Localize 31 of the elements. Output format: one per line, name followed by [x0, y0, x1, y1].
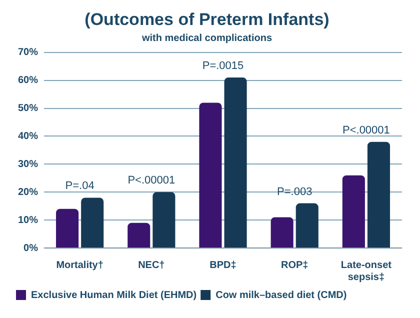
- bar: [81, 198, 104, 248]
- bar: [270, 217, 294, 248]
- bar: [56, 208, 79, 248]
- y-tick-label: 30%: [18, 158, 38, 170]
- bar: [342, 175, 365, 248]
- x-tick-label: ROP‡: [280, 260, 308, 271]
- chart-subtitle: with medical complications: [140, 33, 272, 44]
- annotation: P=.04: [65, 180, 94, 192]
- y-tick-label: 10%: [18, 214, 38, 226]
- bar: [199, 102, 222, 248]
- x-tick-label: NEC†: [138, 260, 165, 271]
- annotation: P<.00001: [342, 124, 390, 136]
- bar: [152, 192, 176, 248]
- bar: [224, 78, 247, 248]
- annotation: P<.00001: [128, 174, 176, 187]
- x-tick-label: Late-onset sepsis‡: [340, 260, 392, 283]
- y-tick-label: 20%: [18, 186, 38, 198]
- y-tick-label: 60%: [18, 75, 38, 86]
- x-tick-label: Mortality†: [56, 260, 104, 271]
- y-tick-label: 70%: [18, 47, 38, 58]
- x-tick-label: BPD‡: [210, 260, 236, 271]
- y-tick-label: 0%: [24, 242, 38, 254]
- chart-title: (Outcomes of Preterm Infants): [84, 10, 330, 29]
- bar: [128, 222, 150, 248]
- y-tick-label: 50%: [18, 103, 38, 114]
- annotation: P=.0015: [202, 60, 244, 72]
- legend-label: Exclusive Human Milk Diet (EHMD): [31, 290, 197, 301]
- legend-label: Cow milk–based diet (CMD): [216, 290, 347, 301]
- bar: [367, 142, 390, 248]
- bar: [296, 203, 318, 248]
- y-tick-label: 40%: [18, 130, 38, 142]
